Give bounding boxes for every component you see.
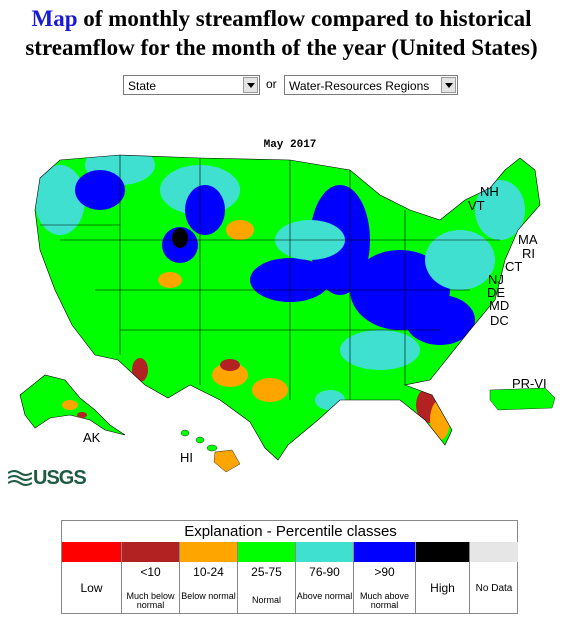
usgs-wave-icon — [8, 470, 32, 486]
title-text: of monthly streamflow compared to histor… — [77, 6, 532, 31]
legend-swatch-above — [296, 542, 354, 562]
state-label-de: DE — [487, 285, 506, 300]
legend-sublabel: Much above normal — [359, 591, 410, 610]
map-selectors: State or Water-Resources Regions — [0, 75, 563, 97]
dropdown-arrow-icon[interactable] — [441, 77, 456, 93]
legend-sublabel: Normal — [251, 595, 281, 605]
state-label-ct: CT — [505, 259, 523, 274]
legend-label: >90 — [374, 565, 395, 579]
dropdown-arrow-icon[interactable] — [243, 77, 258, 93]
legend-swatch-below — [180, 542, 238, 562]
hawaii-map — [180, 429, 241, 473]
legend-swatch-much-below — [122, 542, 180, 562]
legend-swatch-no-data — [470, 542, 518, 562]
legend-cell-above: 76-90 Above normal — [296, 562, 354, 614]
usgs-logo-text: USGS — [33, 467, 87, 489]
legend-swatch-low — [62, 542, 122, 562]
legend: Explanation - Percentile classes Low <10… — [61, 520, 518, 614]
alaska-map — [19, 374, 126, 436]
legend-sublabel: Below normal — [181, 591, 236, 601]
state-label-nh: NH — [480, 184, 499, 199]
streamflow-map[interactable] — [0, 130, 563, 500]
legend-label: 25-75 — [251, 565, 282, 579]
legend-cell-much-below: <10 Much below normal — [122, 562, 180, 614]
state-label-nj: NJ — [488, 272, 504, 287]
map-date-label: May 2017 — [263, 139, 317, 151]
legend-sublabel: Above normal — [296, 591, 353, 601]
state-label-dc: DC — [490, 313, 509, 328]
state-borders — [34, 154, 541, 461]
legend-swatch-much-above — [354, 542, 416, 562]
legend-label: No Data — [475, 583, 513, 594]
usgs-logo[interactable]: USGS — [8, 467, 87, 490]
legend-label: <10 — [140, 565, 161, 579]
legend-swatch-high — [416, 542, 470, 562]
legend-cell-high: High — [416, 562, 470, 614]
legend-swatches — [62, 542, 519, 562]
map-title-link[interactable]: Map — [31, 6, 78, 31]
legend-label: Low — [80, 581, 103, 595]
legend-cell-normal: 25-75 Normal — [238, 562, 296, 614]
page-title: Map of monthly streamflow compared to hi… — [0, 4, 563, 62]
state-label-ma: MA — [518, 232, 538, 247]
legend-label: 10-24 — [193, 565, 224, 579]
legend-sublabel: Much below normal — [126, 591, 175, 610]
or-label: or — [266, 77, 277, 91]
state-select-value: State — [128, 79, 157, 93]
title-text-line2: streamflow for the month of the year (Un… — [25, 35, 538, 60]
state-label-hi: HI — [180, 450, 193, 465]
legend-cell-much-above: >90 Much above normal — [354, 562, 416, 614]
pr-vi-map — [489, 387, 556, 411]
state-label-vt: VT — [468, 198, 485, 213]
legend-cell-no-data: No Data — [470, 562, 518, 614]
legend-label: 76-90 — [309, 565, 340, 579]
legend-title: Explanation - Percentile classes — [184, 523, 397, 540]
legend-label: High — [430, 581, 455, 595]
legend-swatch-normal — [238, 542, 296, 562]
legend-cell-below: 10-24 Below normal — [180, 562, 238, 614]
state-label-ak: AK — [83, 430, 101, 445]
state-label-ri: RI — [522, 246, 535, 261]
region-select[interactable]: Water-Resources Regions — [284, 75, 458, 95]
state-label-md: MD — [489, 298, 510, 313]
state-label-pr-vi: PR-VI — [512, 376, 547, 391]
state-select[interactable]: State — [123, 75, 260, 95]
legend-cell-low: Low — [62, 562, 122, 614]
region-select-value: Water-Resources Regions — [289, 79, 430, 93]
